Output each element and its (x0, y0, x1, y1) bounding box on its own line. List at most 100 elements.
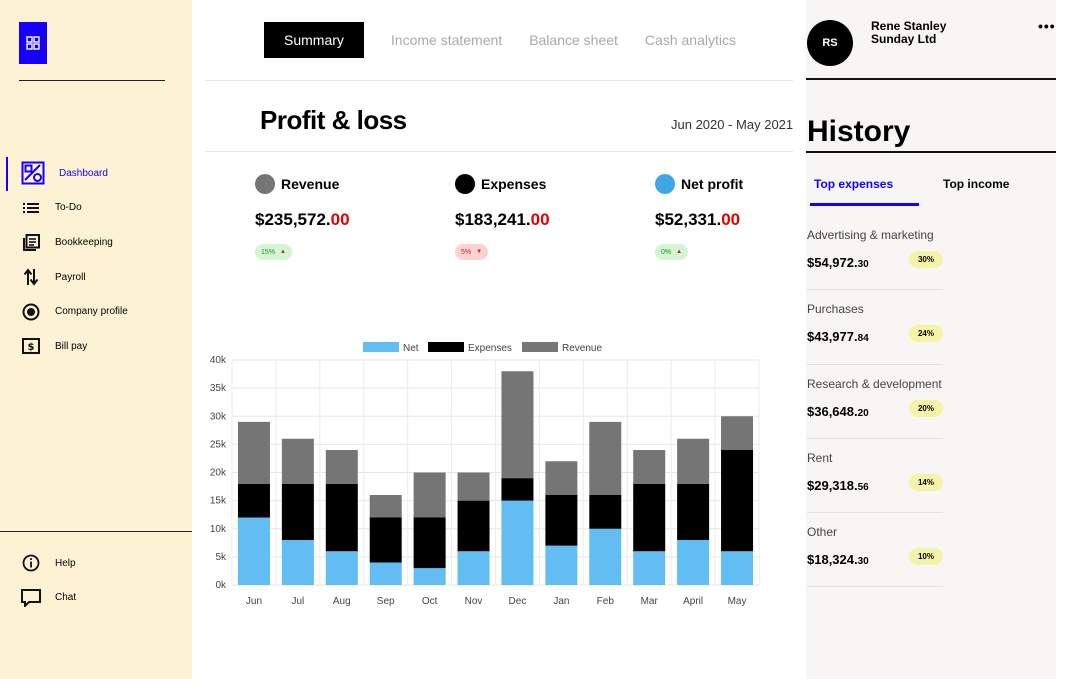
sidebar-item-label: Dashboard (59, 167, 108, 179)
bar-net (281, 540, 314, 585)
bar-expenses (237, 483, 270, 518)
history-title: History (807, 115, 911, 148)
user-name: Rene Stanley Sunday Ltd (871, 20, 946, 46)
x-tick-label: Nov (465, 596, 483, 607)
sidebar-bottom-nav: Help Chat (0, 546, 192, 615)
x-tick-label: Jan (553, 596, 569, 607)
bar-net (677, 540, 710, 585)
chat-icon (21, 588, 41, 608)
expense-amount: $29,318.56 (807, 477, 869, 493)
kpi-net-profit: Net profit $52,331.00 0% ▲ (655, 173, 835, 260)
list-item[interactable]: Rent $29,318.56 14% (807, 439, 943, 514)
sidebar-divider (0, 531, 192, 532)
bar-net (369, 562, 402, 585)
expense-amount: $18,324.30 (807, 552, 869, 568)
y-tick-label: 15k (210, 496, 227, 507)
dashboard-icon (21, 161, 45, 185)
kpi-expenses: Expenses $183,241.00 5% ▼ (455, 173, 635, 260)
bar-expenses (501, 478, 534, 501)
expense-list: Advertising & marketing $54,972.30 30% P… (807, 216, 943, 588)
legend-label: Expenses (468, 343, 512, 354)
bar-revenue (721, 416, 754, 450)
tab-income-statement[interactable]: Income statement (390, 32, 503, 48)
tab-top-expenses[interactable]: Top expenses (814, 177, 894, 191)
list-item[interactable]: Other $18,324.30 10% (807, 513, 943, 588)
sidebar-item-help[interactable]: Help (0, 546, 192, 581)
x-tick-label: Jul (291, 596, 304, 607)
page-title: Profit & loss (260, 105, 407, 135)
y-tick-label: 25k (210, 439, 227, 450)
x-tick-label: Aug (333, 596, 351, 607)
tab-bar: Summary Income statement Balance sheet C… (264, 22, 763, 58)
sidebar-item-bookkeeping[interactable]: Bookkeeping (0, 225, 192, 260)
bar-expenses (721, 450, 754, 552)
arrow-down-icon: ▼ (476, 249, 483, 255)
book-icon (21, 232, 41, 252)
sidebar-item-dashboard[interactable]: Dashboard (0, 156, 192, 191)
divider (205, 80, 793, 81)
divider (806, 151, 1056, 153)
bar-expenses (677, 483, 710, 540)
list-item[interactable]: Purchases $43,977.84 24% (807, 290, 943, 365)
avatar[interactable]: RS (807, 20, 853, 66)
y-tick-label: 40k (210, 355, 227, 366)
bar-expenses (633, 483, 666, 552)
sidebar-item-bill-pay[interactable]: $ Bill pay (0, 329, 192, 364)
bar-expenses (325, 483, 358, 552)
app-logo[interactable] (19, 22, 47, 64)
x-tick-label: Feb (597, 596, 615, 607)
sidebar-item-label: To-Do (55, 202, 82, 214)
list-icon (21, 198, 41, 218)
x-tick-label: Sep (377, 596, 395, 607)
expenses-dot (455, 174, 475, 194)
legend-swatch (522, 342, 558, 352)
sidebar-nav: Dashboard To-Do (0, 156, 192, 364)
bar-net (501, 500, 534, 585)
transfer-icon (21, 267, 41, 287)
grid-icon (26, 36, 40, 50)
y-tick-label: 0k (215, 580, 227, 591)
bar-expenses (413, 517, 446, 569)
divider (205, 151, 793, 152)
expense-category: Rent (807, 450, 833, 465)
net-profit-dot (655, 174, 675, 194)
kpi-value: $52,331.00 (655, 210, 741, 229)
tab-balance-sheet[interactable]: Balance sheet (529, 32, 618, 48)
tab-cash-analytics[interactable]: Cash analytics (644, 32, 736, 48)
bar-expenses (281, 483, 314, 540)
more-options-icon[interactable]: ••• (1038, 18, 1056, 34)
arrow-up-icon: ▲ (676, 249, 683, 255)
percent-badge: 10% (909, 548, 943, 566)
y-tick-label: 20k (210, 468, 227, 479)
list-item[interactable]: Research & development $36,648.20 20% (807, 365, 943, 439)
bar-revenue (281, 438, 314, 484)
date-range[interactable]: Jun 2020 - May 2021 (671, 117, 794, 132)
legend-swatch (428, 342, 464, 352)
bar-revenue (457, 472, 490, 501)
sidebar-item-chat[interactable]: Chat (0, 581, 192, 616)
kpi-revenue: Revenue $235,572.00 15% ▲ (255, 173, 435, 260)
sidebar-item-label: Help (55, 557, 76, 569)
tab-top-income[interactable]: Top income (943, 177, 1010, 191)
sidebar-item-company-profile[interactable]: Company profile (0, 294, 192, 329)
kpi-value: $235,572.00 (255, 210, 350, 229)
list-item[interactable]: Advertising & marketing $54,972.30 30% (807, 216, 943, 291)
user-name-line: Rene Stanley (871, 19, 947, 33)
sidebar-item-todo[interactable]: To-Do (0, 191, 192, 226)
revenue-dot (255, 174, 275, 194)
sidebar-item-payroll[interactable]: Payroll (0, 260, 192, 295)
profit-loss-chart: 0k 5k 10k 15k 20k 25k 30k 35k 40k Jun Jul Aug Sep Oct… (210, 342, 760, 607)
active-tab-indicator (810, 203, 919, 206)
x-tick-label: Oct (422, 596, 438, 607)
company-name: Sunday Ltd (871, 32, 937, 46)
bar-revenue (633, 450, 666, 484)
bar-revenue (413, 472, 446, 518)
bar-net (721, 551, 754, 585)
divider (806, 78, 1056, 80)
expense-amount: $43,977.84 (807, 329, 869, 345)
tab-summary[interactable]: Summary (264, 22, 364, 58)
percent-badge: 24% (909, 325, 943, 343)
y-tick-label: 10k (210, 524, 227, 535)
x-tick-label: Jun (246, 596, 262, 607)
arrow-up-icon: ▲ (280, 249, 286, 255)
